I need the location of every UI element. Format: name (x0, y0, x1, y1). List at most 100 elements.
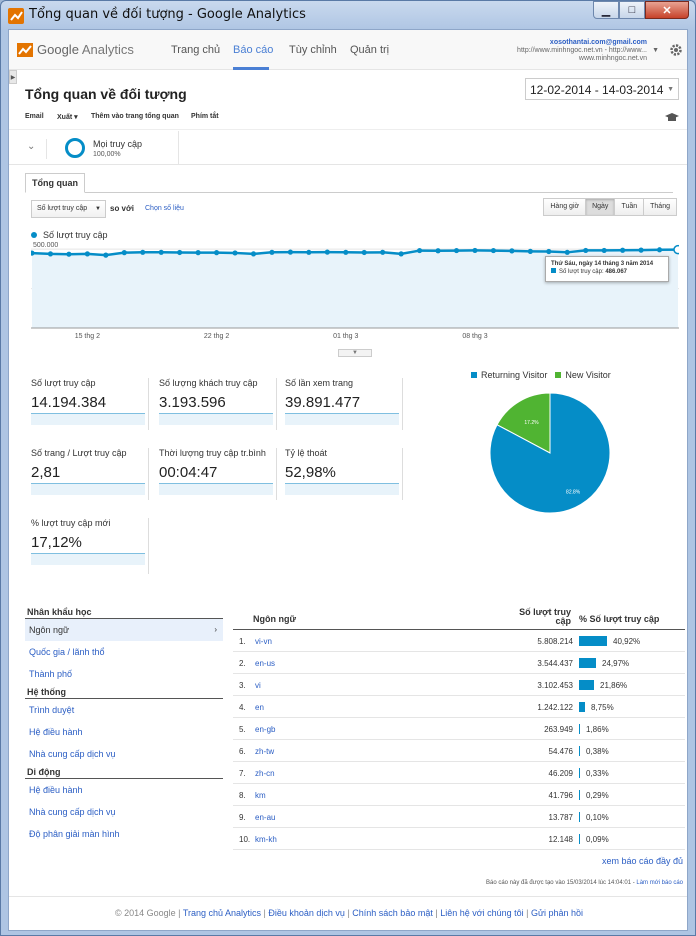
data-point[interactable] (638, 247, 644, 253)
metric-card[interactable]: Tỷ lệ thoát 52,98% (285, 448, 403, 500)
granularity-week[interactable]: Tuần (614, 198, 645, 216)
data-point[interactable] (435, 248, 441, 254)
data-point[interactable] (509, 248, 515, 254)
visitor-type-pie-chart[interactable]: 17.2% 82.8% (487, 390, 613, 516)
data-point[interactable] (121, 250, 127, 256)
sidenav-item-country[interactable]: Quốc gia / lãnh thổ (29, 647, 105, 657)
data-point[interactable] (546, 248, 552, 255)
row-language-link[interactable]: vi (255, 681, 261, 690)
gear-icon[interactable] (669, 43, 683, 57)
legend-returning-visitor[interactable]: Returning Visitor (481, 370, 548, 380)
granularity-day[interactable]: Ngày (585, 198, 616, 216)
data-point[interactable] (177, 249, 183, 256)
chart-expand-handle[interactable]: ▼ (338, 349, 372, 357)
data-point[interactable] (213, 250, 220, 256)
data-point[interactable] (453, 247, 460, 254)
data-point[interactable] (287, 249, 293, 255)
data-point[interactable] (527, 248, 533, 254)
row-language-link[interactable]: vi-vn (255, 637, 272, 646)
footer-link-privacy[interactable]: Chính sách bảo mật (352, 908, 433, 918)
data-point[interactable] (673, 244, 679, 255)
data-point[interactable] (490, 247, 497, 254)
row-language-link[interactable]: en-us (255, 659, 276, 668)
metric-card[interactable]: Số lượt truy cập 14.194.384 (31, 378, 149, 430)
account-caret-icon[interactable]: ▼ (652, 47, 659, 54)
data-point[interactable] (31, 250, 35, 256)
data-point[interactable] (620, 247, 626, 253)
add-to-dashboard-button[interactable]: Thêm vào trang tổng quan (91, 113, 179, 120)
segment-all-visits[interactable]: Mọi truy cập 100,00% (55, 131, 179, 165)
data-point[interactable] (232, 250, 238, 256)
row-language-link[interactable]: en-gb (255, 725, 276, 734)
sidenav-item-browser[interactable]: Trình duyệt (29, 705, 75, 715)
minimize-button[interactable]: ▁ (593, 1, 619, 19)
email-button[interactable]: Email (25, 113, 44, 120)
data-point[interactable] (47, 251, 54, 257)
data-point[interactable] (103, 252, 109, 258)
data-point[interactable] (398, 251, 404, 257)
sidenav-item-language[interactable]: Ngôn ngữ › (25, 619, 223, 641)
data-point[interactable] (66, 251, 72, 257)
pie-slice-new[interactable] (496, 392, 551, 454)
export-button[interactable]: Xuất ▾ (57, 114, 78, 121)
segment-expand-chevron[interactable]: ⌄ (19, 139, 47, 159)
nav-tab-customization[interactable]: Tùy chỉnh (289, 44, 337, 56)
data-point[interactable] (84, 251, 90, 257)
sidenav-item-mobile-provider[interactable]: Nhà cung cấp dịch vụ (29, 807, 116, 817)
sidenav-item-mobile-os[interactable]: Hệ điều hành (29, 785, 83, 795)
row-language-link[interactable]: km (255, 791, 266, 800)
tab-overview[interactable]: Tổng quan (25, 173, 85, 193)
sidenav-item-os[interactable]: Hệ điều hành (29, 727, 83, 737)
row-language-link[interactable]: zh-tw (255, 747, 275, 756)
data-point[interactable] (656, 247, 663, 253)
data-point[interactable] (361, 249, 367, 256)
row-language-link[interactable]: en-au (255, 813, 276, 822)
sidenav-item-screen-resolution[interactable]: Độ phân giải màn hình (29, 829, 120, 839)
sidenav-item-provider[interactable]: Nhà cung cấp dịch vụ (29, 749, 116, 759)
granularity-month[interactable]: Tháng (643, 198, 677, 216)
account-selector[interactable]: xosothantai.com@gmail.com http://www.min… (517, 39, 647, 63)
data-point[interactable] (306, 249, 312, 255)
data-point[interactable] (380, 249, 386, 255)
metric-card[interactable]: Số lần xem trang 39.891.477 (285, 378, 403, 430)
nav-tab-reports[interactable]: Báo cáo (233, 44, 274, 56)
footer-link-contact[interactable]: Liên hệ với chúng tôi (440, 908, 524, 918)
nav-tab-admin[interactable]: Quản trị (350, 44, 390, 56)
legend-new-visitor[interactable]: New Visitor (565, 370, 611, 380)
data-point[interactable] (195, 250, 201, 256)
choose-metric-link[interactable]: Chọn số liệu (145, 205, 184, 212)
data-point[interactable] (564, 249, 570, 255)
see-full-report-link[interactable]: xem báo cáo đầy đủ (601, 856, 683, 866)
footer-link-home[interactable]: Trang chủ Analytics (182, 908, 262, 918)
nav-tab-home[interactable]: Trang chủ (171, 44, 221, 56)
shortcut-button[interactable]: Phím tắt (191, 113, 219, 120)
data-point[interactable] (583, 247, 589, 254)
col-visits[interactable]: Số lượt truy cập (519, 607, 571, 626)
footer-link-terms[interactable]: Điều khoản dịch vụ (268, 908, 345, 918)
data-point[interactable] (324, 249, 330, 255)
data-point[interactable] (250, 251, 257, 257)
maximize-button[interactable]: □ (619, 1, 645, 19)
metric-card[interactable]: % lượt truy cập mới 17,12% (31, 518, 149, 574)
footer-link-feedback[interactable]: Gửi phản hồi (531, 908, 584, 918)
date-range-picker[interactable]: 12-02-2014 - 14-03-2014 ▼ (525, 78, 679, 100)
data-point[interactable] (158, 249, 164, 255)
google-analytics-logo[interactable]: Google Analytics (17, 42, 134, 57)
col-language[interactable]: Ngôn ngữ (253, 614, 297, 624)
refresh-report-link[interactable]: Làm mới báo cáo (636, 880, 683, 886)
granularity-hourly[interactable]: Hàng giờ (543, 198, 587, 216)
data-point[interactable] (269, 249, 275, 255)
metric-dropdown[interactable]: Số lượt truy cập ▼ (31, 200, 106, 218)
row-language-link[interactable]: en (255, 703, 264, 712)
data-point[interactable] (417, 247, 423, 254)
graduation-cap-icon[interactable] (665, 113, 679, 123)
metric-card[interactable]: Số lượng khách truy cập 3.193.596 (159, 378, 277, 430)
sidenav-item-city[interactable]: Thành phố (29, 669, 73, 679)
data-point[interactable] (472, 247, 478, 254)
col-visit-pct[interactable]: % Số lượt truy cập (579, 614, 660, 624)
sidebar-toggle[interactable]: ▶ (9, 70, 17, 84)
close-button[interactable]: ✕ (645, 1, 689, 19)
metric-card[interactable]: Thời lượng truy cập tr.bình 00:04:47 (159, 448, 277, 500)
row-language-link[interactable]: km-kh (255, 835, 277, 844)
